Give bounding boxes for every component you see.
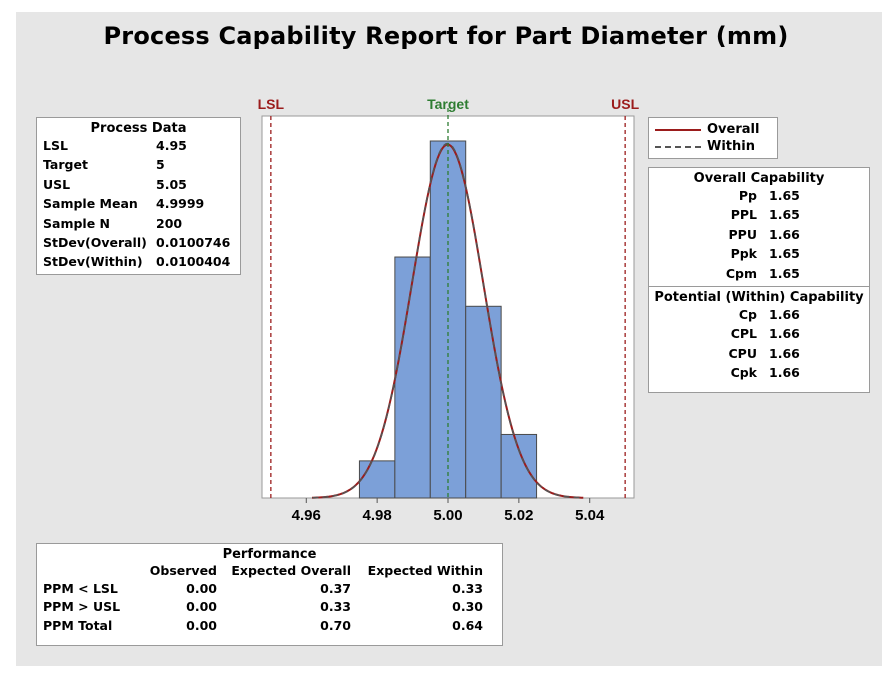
capability-value: 1.66	[769, 326, 800, 342]
process-data-value: 5	[156, 157, 165, 173]
x-tick-label: 4.96	[292, 507, 321, 524]
capability-label: Cpm	[725, 265, 757, 281]
performance-cell: 0.00	[186, 617, 217, 633]
process-data-row: StDev(Overall) 0.0100746	[43, 233, 234, 252]
capability-divider	[649, 285, 869, 287]
performance-cell: PPM > USL	[43, 599, 121, 615]
histogram-bar	[394, 256, 431, 499]
capability-row: CPL 1.66	[649, 324, 869, 343]
process-data-panel: Process Data LSL 4.95 Target 5 USL 5.05 Sample…	[36, 117, 241, 275]
process-data-label: StDev(Overall)	[43, 234, 147, 250]
report-title: Process Capability Report for Part Diame…	[103, 22, 789, 50]
process-data-label: USL	[43, 176, 71, 192]
performance-cell: 0.30	[452, 599, 483, 615]
x-tick-label: 5.00	[433, 507, 462, 524]
capability-label: Pp	[738, 188, 757, 203]
performance-header: Performance	[222, 547, 317, 562]
process-data-value: 4.95	[156, 138, 187, 153]
performance-cell: 0.64	[452, 617, 483, 633]
capability-value: 1.66	[769, 306, 800, 322]
capability-label: PPU	[728, 226, 757, 242]
capability-row: PPL 1.65	[649, 205, 869, 224]
capability-value: 1.65	[769, 207, 800, 223]
histogram-bar	[358, 460, 396, 499]
capability-value: 1.66	[769, 365, 800, 381]
x-tick-label: 5.04	[575, 507, 605, 524]
capability-value: 1.65	[769, 265, 800, 281]
performance-cell: PPM Total	[43, 617, 113, 633]
process-data-label: Sample Mean	[43, 196, 138, 212]
process-data-value: 4.9999	[156, 196, 205, 212]
potential-capability-header: Potential (Within) Capability	[654, 289, 864, 305]
performance-cell: 0.37	[320, 581, 351, 597]
process-data-label: Sample N	[43, 215, 110, 231]
lsl-label: LSL	[258, 96, 285, 112]
process-data-row: Target 5	[43, 155, 234, 174]
process-data-label: StDev(Within)	[43, 254, 143, 270]
capability-row: PPU 1.66	[649, 225, 869, 244]
process-data-value: 200	[156, 215, 183, 231]
target-label: Target	[427, 96, 469, 112]
capability-label: Cpk	[730, 365, 757, 381]
legend-item-overall: Overall	[655, 121, 771, 138]
legend: Overall Within	[648, 117, 778, 159]
capability-row: Cp 1.66	[649, 305, 869, 324]
capability-label: CPU	[728, 345, 758, 361]
process-data-label: LSL	[43, 138, 68, 153]
overall-line-swatch	[655, 128, 701, 131]
performance-cell: 0.33	[452, 581, 483, 597]
process-data-row: USL 5.05	[43, 175, 234, 194]
capability-row: Cpk 1.66	[649, 363, 869, 382]
performance-column-header: Observed	[149, 563, 217, 578]
capability-label: PPL	[730, 207, 757, 223]
performance-column-header: Expected Overall	[231, 563, 351, 578]
process-data-value: 0.0100746	[156, 234, 231, 250]
performance-row: PPM > USL 0.00 0.33 0.30	[43, 598, 496, 616]
performance-row: PPM < LSL 0.00 0.37 0.33	[43, 580, 496, 598]
overall-capability-header: Overall Capability	[693, 171, 825, 186]
process-data-value: 5.05	[156, 176, 187, 192]
process-data-header: Process Data	[90, 121, 187, 136]
performance-column-header: Expected Within	[367, 563, 483, 578]
process-data-row: LSL 4.95	[43, 136, 234, 155]
process-data-label: Target	[43, 157, 88, 173]
performance-cell: PPM < LSL	[43, 581, 118, 597]
capability-row: Pp 1.65	[649, 186, 869, 205]
process-data-row: Sample Mean 4.9999	[43, 194, 234, 213]
legend-overall-label: Overall	[707, 122, 760, 137]
capability-label: CPL	[730, 326, 757, 342]
performance-row: PPM Total 0.00 0.70 0.64	[43, 617, 496, 635]
process-data-row: StDev(Within) 0.0100404	[43, 252, 234, 271]
performance-cell: 0.00	[186, 581, 217, 597]
capability-value: 1.65	[769, 246, 800, 262]
histogram-bar	[500, 433, 538, 499]
legend-within-label: Within	[707, 139, 755, 154]
x-tick-label: 5.02	[504, 507, 533, 524]
histogram-bar	[465, 305, 502, 499]
capability-row: Cpm 1.65	[649, 264, 869, 283]
capability-row: CPU 1.66	[649, 344, 869, 363]
performance-cell: 0.00	[186, 599, 217, 615]
performance-cell: 0.33	[320, 599, 351, 615]
capability-label: Cp	[738, 306, 757, 322]
within-line-swatch	[655, 145, 701, 148]
capability-value: 1.65	[769, 188, 800, 203]
process-data-value: 0.0100404	[156, 254, 231, 270]
performance-cell: 0.70	[320, 617, 351, 633]
capability-value: 1.66	[769, 345, 800, 361]
capability-value: 1.66	[769, 226, 800, 242]
capability-row: Ppk 1.65	[649, 244, 869, 263]
legend-item-within: Within	[655, 138, 771, 155]
capability-label: Ppk	[730, 246, 757, 262]
process-data-row: Sample N 200	[43, 214, 234, 233]
x-tick-label: 4.98	[363, 507, 392, 524]
capability-panel: Overall Capability Pp 1.65 PPL 1.65 PPU 1.66 P…	[648, 167, 870, 393]
usl-label: USL	[611, 96, 639, 112]
performance-panel: Performance Observed Expected Overall Expe…	[36, 543, 503, 646]
performance-column-header	[43, 562, 139, 580]
